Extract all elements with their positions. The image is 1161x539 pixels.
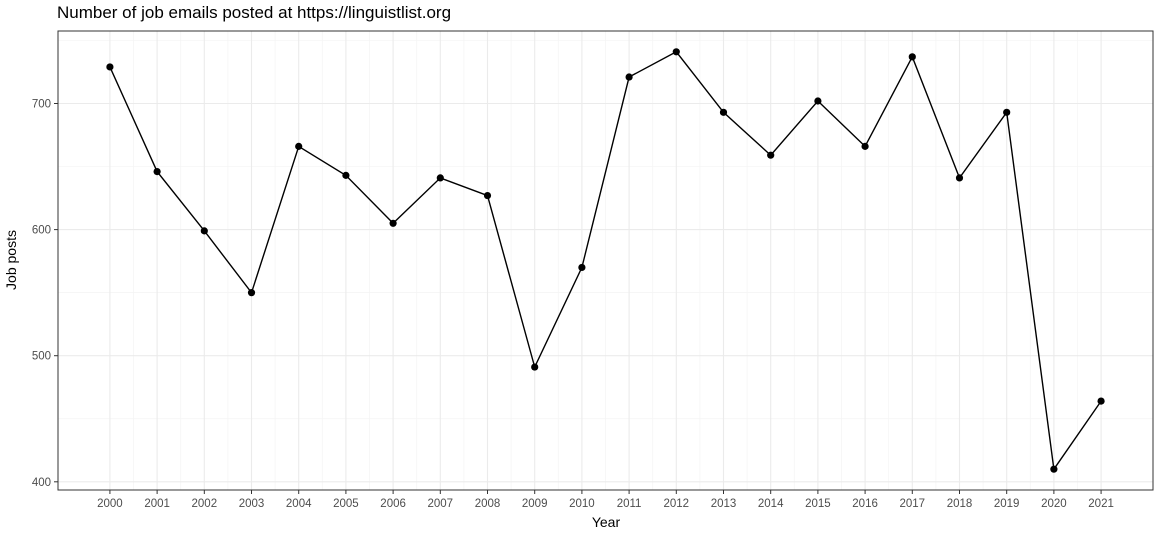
data-point <box>672 48 680 56</box>
x-tick-label: 2012 <box>664 498 690 510</box>
data-point <box>955 174 964 182</box>
x-tick-label: 2005 <box>333 498 359 510</box>
y-axis-title: Job posts <box>3 230 19 290</box>
data-point <box>814 97 822 105</box>
data-point <box>1003 108 1011 116</box>
x-tick-label: 2007 <box>428 498 454 510</box>
y-tick-label: 600 <box>32 225 51 237</box>
data-point <box>625 73 633 81</box>
x-tick-label: 2013 <box>711 498 737 510</box>
data-point <box>767 151 775 159</box>
x-tick-label: 2015 <box>805 498 831 510</box>
x-tick-label: 2017 <box>899 498 925 510</box>
data-point <box>200 227 208 235</box>
data-point <box>342 171 350 179</box>
data-point <box>389 219 397 227</box>
panel-border <box>57 30 1154 491</box>
y-tick-label: 400 <box>32 477 51 489</box>
data-point <box>1050 465 1058 473</box>
data-point <box>106 63 114 71</box>
data-point <box>247 289 256 297</box>
data-point <box>483 191 492 200</box>
x-tick-label: 2018 <box>947 498 973 510</box>
grid-layer <box>58 31 1153 490</box>
x-tick-label: 2002 <box>192 498 218 510</box>
chart-title: Number of job emails posted at https://l… <box>57 3 451 22</box>
x-tick-label: 2006 <box>380 498 406 510</box>
data-point <box>908 53 916 61</box>
data-point <box>861 142 869 150</box>
x-tick-label: 2010 <box>569 498 595 510</box>
data-point <box>436 174 444 182</box>
x-tick-label: 2000 <box>97 498 123 510</box>
x-tick-label: 2016 <box>852 498 878 510</box>
series-layer <box>106 48 1105 473</box>
data-point <box>578 263 586 272</box>
data-point <box>295 142 303 150</box>
y-tick-label: 500 <box>32 351 51 363</box>
data-point <box>719 108 728 116</box>
series-line <box>109 50 1102 472</box>
x-tick-label: 2004 <box>286 498 312 510</box>
x-tick-label: 2009 <box>522 498 548 510</box>
data-point <box>1097 397 1105 405</box>
data-point <box>531 363 539 371</box>
x-tick-label: 2011 <box>617 498 642 510</box>
x-tick-label: 2019 <box>994 498 1020 510</box>
x-tick-label: 2001 <box>144 498 170 510</box>
y-tick-label: 700 <box>32 99 51 111</box>
x-tick-label: 2014 <box>758 498 784 510</box>
x-axis-title: Year <box>592 514 621 530</box>
axis-layer: 400 500 600 700 2000 2001 2002 2003 2004 2005 2006… <box>32 30 1154 510</box>
x-tick-label: 2020 <box>1041 498 1067 510</box>
x-tick-label: 2008 <box>475 498 501 510</box>
x-tick-label: 2021 <box>1088 498 1114 510</box>
x-tick-label: 2003 <box>239 498 265 510</box>
data-point <box>153 168 161 176</box>
